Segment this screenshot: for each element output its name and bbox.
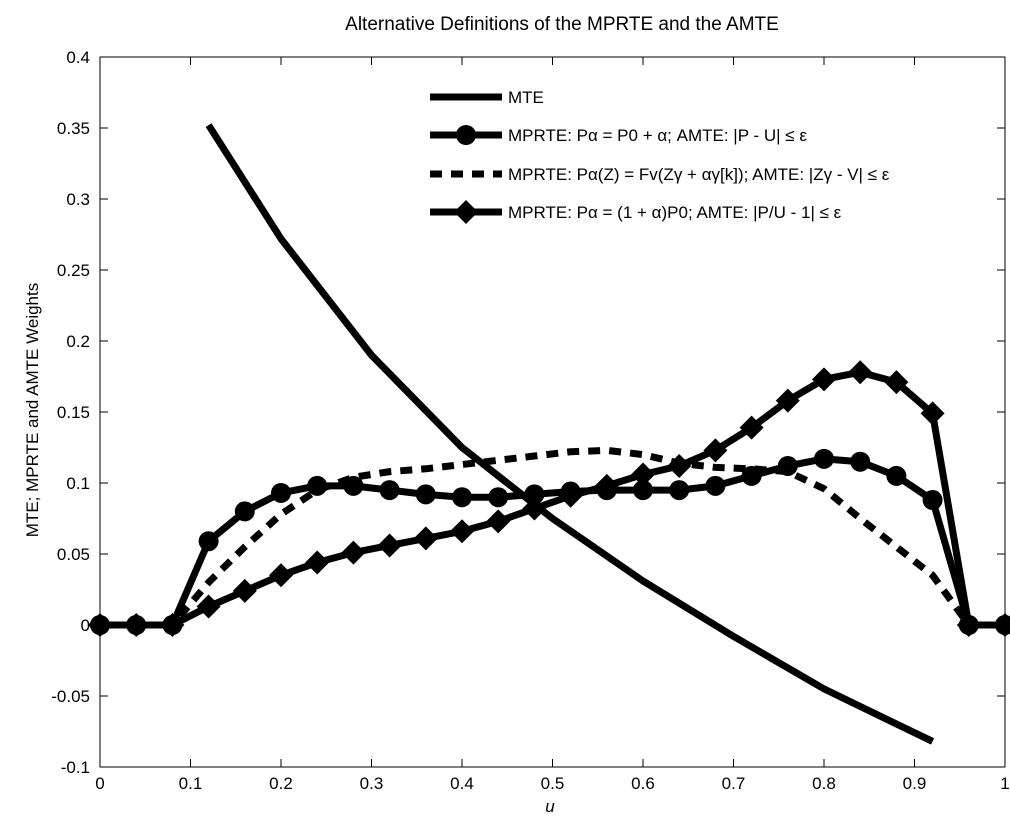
series-3-point [341,540,366,565]
series-1 [90,448,1010,635]
legend: MTE MPRTE: Pα = P0 + α; AMTE: |P - U| ≤ ε… [430,88,890,224]
x-tick-label: 0.6 [631,774,655,793]
series-2 [100,446,1005,629]
axes: 0 0.1 0.2 0.3 0.4 0.5 0.6 0.7 0.8 0.9 1 -0.1 -0.05 0 0… [51,48,1009,793]
y-tick-label: 0.3 [66,190,90,209]
series-3-point [377,533,402,558]
series-3-point [305,550,330,575]
series-3-line [100,368,1005,629]
series-3-point [232,578,257,603]
legend-marker-3 [454,200,478,224]
series-0 [205,123,935,745]
legend-label-0: MTE [508,88,544,107]
x-tick-label: 0.3 [360,774,384,793]
y-tick-label: 0.1 [66,474,90,493]
series-3-point [558,483,583,508]
series-3-point [269,563,293,588]
series-3-point [667,453,692,478]
series-1-point [850,451,871,472]
series-3-point [631,462,655,487]
chart-title: Alternative Definitions of the MPRTE and… [345,14,779,35]
y-tick-label: 0 [81,616,90,635]
series-3-point [486,509,511,534]
y-tick-label: 0.35 [57,119,90,138]
series-0-line [205,123,935,745]
series-3-point [196,594,221,619]
series-3-point [956,613,981,637]
x-tick-label: 0.8 [812,774,836,793]
legend-label-2: MPRTE: Pα(Z) = Fv(Zγ + αγ[k]); AMTE: |Zγ… [508,165,890,184]
series-3-point [160,613,185,637]
series-3-point [993,613,1010,637]
series-group [88,123,1010,745]
y-tick-label: -0.1 [61,758,90,777]
x-tick-label: 0.5 [541,774,565,793]
series-1-point [271,482,291,503]
y-tick-label: 0.05 [57,545,90,564]
y-tick-label: 0.2 [66,332,90,351]
x-tick-label: 0.7 [722,774,746,793]
series-1-point [488,487,509,508]
series-3-point [739,415,764,440]
series-1-point [922,490,943,511]
series-1-point [234,501,255,522]
series-3-point [848,360,873,385]
y-tick-label: 0.25 [57,261,90,280]
series-3-point [775,388,800,413]
series-1-point [379,480,400,501]
series-1-point [198,531,219,552]
x-tick-label: 1 [1000,774,1009,793]
series-1-point [814,448,834,469]
series-3-point [450,519,474,544]
x-tick-label: 0.4 [450,774,474,793]
series-3-point [124,613,149,637]
x-tick-label: 0.9 [903,774,927,793]
series-3-point [703,438,728,463]
x-tick-label: 0 [95,774,104,793]
y-tick-label: -0.05 [51,687,90,706]
y-tick-label: 0.4 [66,48,90,67]
x-tick-label: 0.1 [179,774,203,793]
series-3-point [812,367,836,392]
x-tick-label: 0.2 [269,774,293,793]
series-1-point [705,475,726,496]
series-3-point [413,526,438,551]
series-1-point [452,487,472,508]
series-3-point [88,613,112,637]
series-3-point [884,370,909,395]
series-2-line [100,446,1005,629]
series-3 [88,360,1010,637]
x-axis-label: u [545,797,555,816]
series-1-point [524,484,545,505]
series-1-point [669,480,690,501]
series-1-line [100,455,1005,629]
legend-marker-1 [456,125,476,145]
y-tick-label: 0.15 [57,403,90,422]
legend-label-1: MPRTE: Pα = P0 + α; AMTE: |P - U| ≤ ε [508,126,807,145]
legend-label-3: MPRTE: Pα = (1 + α)P0; AMTE: |P/U - 1| ≤… [508,203,842,222]
series-3-point [920,401,945,426]
series-1-point [633,480,653,501]
series-3-point [522,496,547,521]
series-1-point [415,484,436,505]
series-1-point [886,465,907,486]
y-axis-label: MTE; MPRTE and AMTE Weights [23,283,42,537]
series-3-point [594,473,619,498]
